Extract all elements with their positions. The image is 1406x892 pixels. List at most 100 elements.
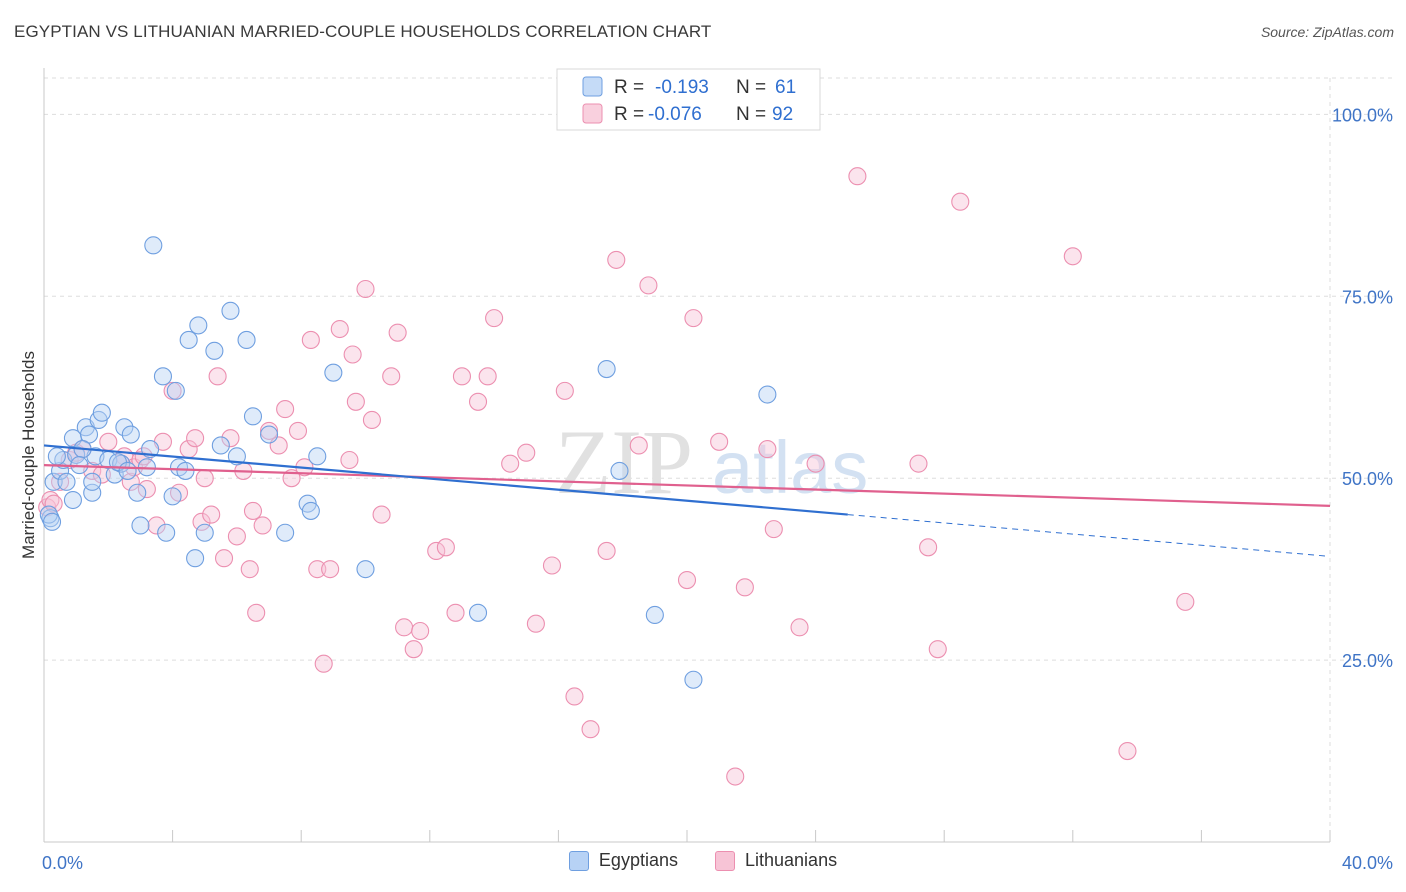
lithuanians-point-75 [758,440,777,459]
lithuanians-point-71 [684,309,703,328]
lithuanians-point-48 [388,323,407,342]
egyptians-point-14 [92,403,111,422]
egyptians-trend-line [43,444,848,516]
y-tick-label-75: 75.0% [1342,287,1393,307]
egyptians-point-28 [166,381,185,400]
lithuanians-point-77 [790,618,809,637]
lithuanians-point-32 [276,400,295,419]
lithuanians-point-87 [44,494,63,513]
lithuanians-point-74 [735,578,754,597]
egyptians-point-32 [186,549,205,568]
y-tick-label-25: 25.0% [1342,651,1393,671]
stats-legend: R = -0.193 N = 61 R = -0.076 N = 92 [556,68,821,131]
lithuanians-point-46 [372,505,391,524]
egyptians-point-42 [276,523,295,542]
egyptians-point-20 [128,483,147,502]
lithuanians-point-42 [343,345,362,364]
egyptians-point-19 [121,425,140,444]
lithuanians-point-68 [629,436,648,455]
egyptians-n-label: N = [736,77,766,98]
tick-labels: 25.0% 50.0% 75.0% 100.0% 0.0% 40.0% [42,105,1393,873]
egyptians-point-24 [144,236,163,255]
egyptians-point-33 [189,316,208,335]
lithuanians-point-40 [330,319,349,339]
egyptians-point-51 [645,605,664,625]
lithuanians-point-89 [134,447,153,466]
egyptians-point-34 [195,523,214,542]
egyptians-point-48 [468,603,488,622]
watermark-atlas: atlas [712,426,868,509]
egyptians-r-label: R = [614,77,644,98]
egyptians-point-31 [179,330,198,349]
lithuanians-point-1 [41,490,60,510]
watermark-zip: ZIP [555,411,693,513]
series-legend: Egyptians Lithuanians [0,850,1406,876]
lithuanians-point-2 [51,472,70,491]
lithuanians-trend-line [43,463,1331,507]
lithuanians-point-24 [221,429,240,448]
lithuanians-point-83 [951,192,970,211]
egyptians-point-52 [684,670,703,689]
lithuanians-point-60 [517,443,536,462]
lithuanians-point-28 [247,603,266,622]
lithuanians-point-58 [485,309,504,328]
lithuanians-point-20 [195,469,214,488]
lithuanians-point-19 [192,512,211,531]
egyptians-point-26 [157,523,176,542]
y-tick-label-100: 100.0% [1332,105,1393,125]
lithuanians-point-22 [208,367,227,386]
lithuanians-point-80 [909,454,928,473]
egyptians-point-39 [237,330,256,349]
lithuanians-point-63 [555,381,574,400]
lithuanians-point-47 [382,367,401,386]
egyptians-point-50 [610,461,629,480]
egyptians-point-58 [118,461,137,480]
egyptians-point-35 [205,341,224,360]
egyptians-point-1 [44,472,63,491]
egyptians-trend-projection [847,514,1327,557]
lithuanians-point-50 [404,640,423,659]
lithuanians-point-36 [301,330,320,349]
x-tick-label-max: 40.0% [1342,853,1393,873]
lithuanians-point-57 [478,367,497,386]
lithuanians-r-label: R = [614,104,644,125]
lithuanians-point-65 [581,720,600,739]
trend-lines [43,444,1331,557]
egyptians-point-40 [243,407,263,426]
lithuanians-point-27 [240,560,259,579]
egyptians-point-49 [597,359,616,379]
lithuanians-point-70 [677,571,697,590]
lithuanians-point-18 [186,429,205,448]
lithuanians-point-81 [919,538,938,557]
lithuanians-point-38 [314,654,333,673]
lithuanians-point-7 [99,432,118,451]
lithuanians-point-41 [340,450,359,470]
lithuanians-point-61 [526,614,545,633]
egyptians-point-27 [163,487,182,506]
legend-label-lithuanians: Lithuanians [745,850,838,870]
legend-label-egyptians: Egyptians [598,850,678,870]
lithuanians-point-62 [542,556,562,575]
egyptians-point-47 [356,560,375,579]
lithuanians-point-66 [597,541,616,561]
lithuanians-point-59 [501,454,520,473]
lithuanians-point-12 [137,480,156,499]
legend-swatch-lithuanians [715,850,735,871]
lithuanians-point-29 [253,516,272,535]
legend-swatch-egyptians [568,850,589,871]
lithuanians-point-54 [446,603,465,622]
lithuanians-point-84 [1063,247,1082,266]
lithuanians-point-64 [565,687,584,706]
lithuanians-point-85 [1118,741,1137,761]
egyptians-point-25 [153,367,173,386]
egyptians-point-53 [758,385,777,404]
lithuanians-point-43 [346,392,365,411]
egyptians-point-37 [221,301,240,320]
lithuanians-point-34 [288,421,308,440]
lithuanians-point-55 [452,367,472,386]
egyptians-point-30 [176,461,195,480]
axes [43,68,1331,843]
chart-title: EGYPTIAN VS LITHUANIAN MARRIED-COUPLE HO… [14,22,712,41]
egyptians-point-18 [115,418,134,437]
lithuanians-point-44 [356,279,375,299]
